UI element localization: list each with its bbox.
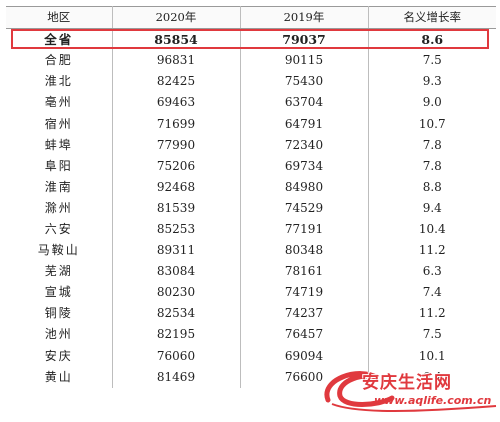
cell-value-2019: 74719 — [239, 282, 369, 304]
header-region: 地区 — [6, 5, 113, 30]
cell-value-2019: 76457 — [239, 324, 369, 346]
table-header: 地区 2020年 2019年 名义增长率 — [6, 5, 496, 30]
cell-growth-rate: 7.8 — [367, 155, 496, 177]
cell-value-2019: 77191 — [239, 218, 369, 241]
cell-growth-rate: 10.1 — [367, 345, 496, 367]
cell-region: 马鞍山 — [6, 240, 113, 262]
cell-growth-rate: 6.4 — [367, 366, 496, 388]
cell-growth-rate: 7.5 — [367, 50, 496, 72]
cell-value-2020: 89311 — [111, 240, 241, 262]
table-row: 亳州 69463 63704 9.0 — [6, 92, 496, 114]
cell-region: 滁州 — [6, 197, 113, 219]
cell-value-2019: 84980 — [239, 176, 369, 198]
cell-region: 池州 — [6, 324, 113, 346]
cell-growth-rate: 7.8 — [367, 134, 496, 156]
cell-value-2020: 82425 — [111, 71, 241, 93]
cell-growth-rate: 9.4 — [367, 197, 496, 219]
table-row: 宣城 80230 74719 7.4 — [6, 282, 496, 304]
cell-growth-rate: 7.4 — [367, 282, 496, 304]
wage-statistics-table: 地区 2020年 2019年 名义增长率 全省 85854 79037 8.6 合肥 96… — [6, 5, 496, 388]
cell-value-2020: 81539 — [111, 197, 241, 219]
cell-value-2020: 76060 — [111, 345, 241, 367]
cell-region: 亳州 — [6, 92, 113, 114]
cell-growth-rate: 10.7 — [367, 113, 496, 135]
table-row: 黄山 81469 76600 6.4 — [6, 366, 496, 388]
cell-value-2020: 82195 — [111, 324, 241, 346]
cell-growth-rate: 9.3 — [367, 71, 496, 93]
cell-region: 六安 — [6, 218, 113, 241]
cell-value-2019: 64791 — [239, 113, 369, 135]
cell-value-2020: 85854 — [111, 28, 241, 51]
header-row: 地区 2020年 2019年 名义增长率 — [6, 5, 496, 30]
cell-value-2019: 76600 — [239, 366, 369, 388]
header-year-2020: 2020年 — [111, 5, 241, 30]
cell-value-2020: 82534 — [111, 303, 241, 325]
cell-region: 安庆 — [6, 345, 113, 367]
cell-region: 黄山 — [6, 366, 113, 388]
table-row: 马鞍山 89311 80348 11.2 — [6, 240, 496, 262]
cell-value-2019: 74529 — [239, 197, 369, 219]
table-row: 安庆 76060 69094 10.1 — [6, 345, 496, 367]
cell-value-2020: 69463 — [111, 92, 241, 114]
cell-region: 全省 — [6, 28, 113, 51]
table-row: 蚌埠 77990 72340 7.8 — [6, 134, 496, 156]
cell-value-2019: 75430 — [239, 71, 369, 93]
cell-region: 阜阳 — [6, 155, 113, 177]
table-row: 六安 85253 77191 10.4 — [6, 218, 496, 241]
cell-growth-rate: 8.8 — [367, 176, 496, 198]
cell-value-2020: 81469 — [111, 366, 241, 388]
cell-region: 淮南 — [6, 176, 113, 198]
cell-value-2019: 69734 — [239, 155, 369, 177]
table-row: 芜湖 83084 78161 6.3 — [6, 261, 496, 283]
table-row: 淮北 82425 75430 9.3 — [6, 71, 496, 93]
cell-growth-rate: 8.6 — [367, 28, 496, 51]
table-row: 淮南 92468 84980 8.8 — [6, 176, 496, 198]
province-total-row: 全省 85854 79037 8.6 — [6, 28, 496, 51]
cell-region: 蚌埠 — [6, 134, 113, 156]
cell-value-2019: 72340 — [239, 134, 369, 156]
cell-value-2020: 92468 — [111, 176, 241, 198]
cell-value-2019: 90115 — [239, 50, 369, 72]
watermark-url: www.aqlife.com.cn — [374, 394, 492, 407]
cell-value-2019: 78161 — [239, 261, 369, 283]
cell-growth-rate: 7.5 — [367, 324, 496, 346]
cell-value-2020: 75206 — [111, 155, 241, 177]
cell-region: 芜湖 — [6, 261, 113, 283]
cell-growth-rate: 9.0 — [367, 92, 496, 114]
cell-region: 合肥 — [6, 50, 113, 72]
cell-region: 铜陵 — [6, 303, 113, 325]
cell-value-2019: 63704 — [239, 92, 369, 114]
cell-growth-rate: 11.2 — [367, 240, 496, 262]
table-row: 阜阳 75206 69734 7.8 — [6, 155, 496, 177]
cell-value-2020: 77990 — [111, 134, 241, 156]
cell-value-2020: 83084 — [111, 261, 241, 283]
cell-value-2019: 74237 — [239, 303, 369, 325]
table-row: 铜陵 82534 74237 11.2 — [6, 303, 496, 325]
table-body: 全省 85854 79037 8.6 合肥 96831 90115 7.5 淮北 82425 754… — [6, 28, 496, 388]
cell-region: 宿州 — [6, 113, 113, 135]
cell-value-2020: 85253 — [111, 218, 241, 241]
header-year-2019: 2019年 — [239, 5, 369, 30]
table-row: 池州 82195 76457 7.5 — [6, 324, 496, 346]
cell-value-2019: 79037 — [239, 28, 369, 51]
cell-region: 淮北 — [6, 71, 113, 93]
header-growth-rate: 名义增长率 — [367, 5, 496, 30]
table-row: 宿州 71699 64791 10.7 — [6, 113, 496, 135]
cell-value-2019: 80348 — [239, 240, 369, 262]
cell-value-2020: 71699 — [111, 113, 241, 135]
table-row: 合肥 96831 90115 7.5 — [6, 50, 496, 72]
table-row: 滁州 81539 74529 9.4 — [6, 197, 496, 219]
cell-value-2020: 80230 — [111, 282, 241, 304]
cell-growth-rate: 11.2 — [367, 303, 496, 325]
cell-region: 宣城 — [6, 282, 113, 304]
cell-growth-rate: 6.3 — [367, 261, 496, 283]
cell-growth-rate: 10.4 — [367, 218, 496, 241]
cell-value-2020: 96831 — [111, 50, 241, 72]
cell-value-2019: 69094 — [239, 345, 369, 367]
